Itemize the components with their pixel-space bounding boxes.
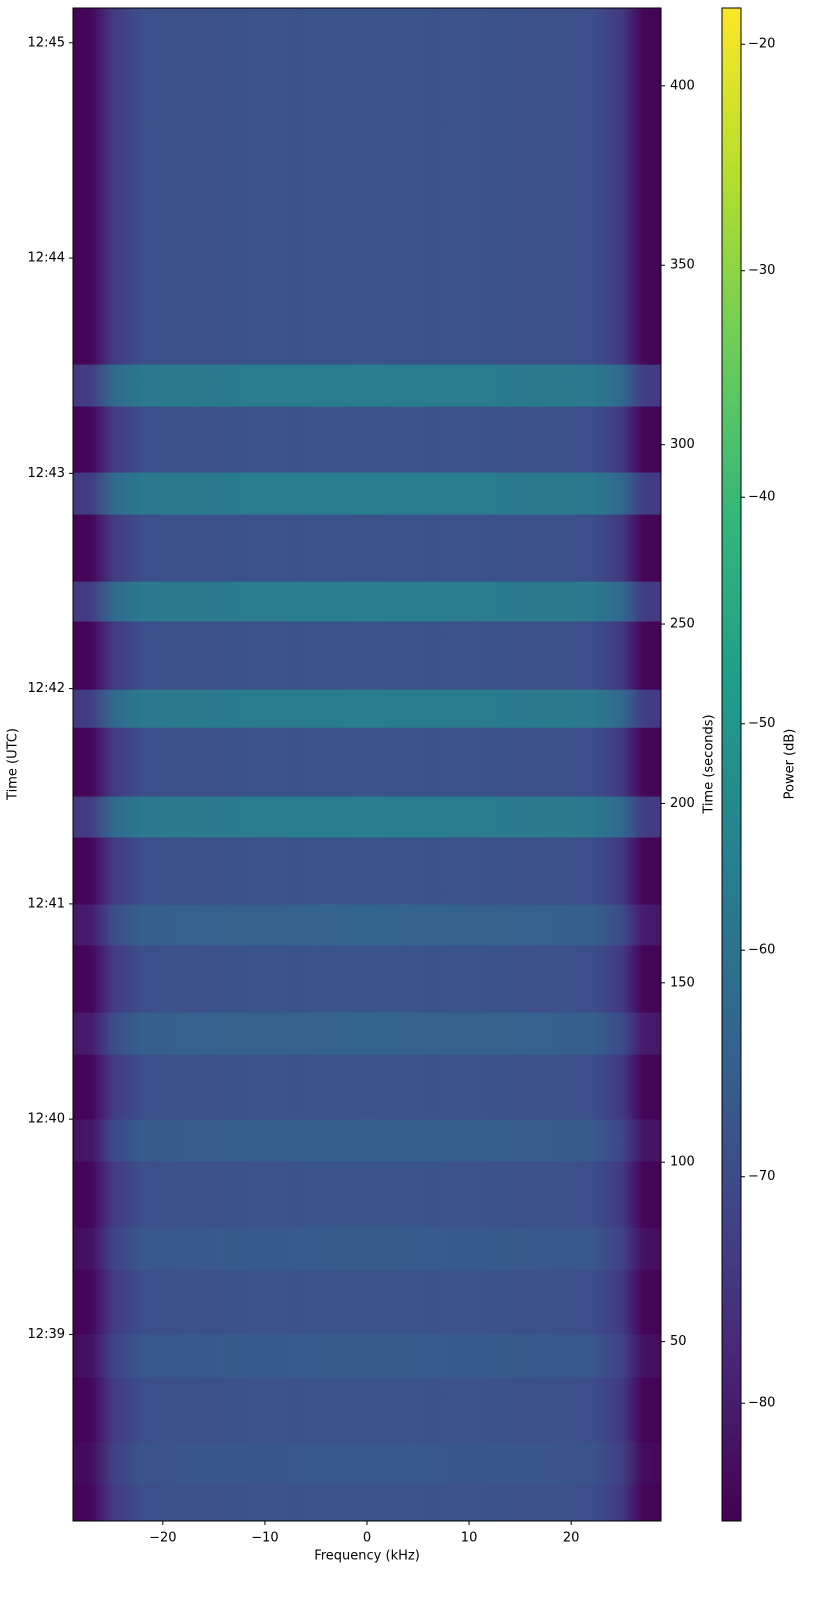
signal-band: [73, 364, 661, 407]
signal-band: [73, 472, 661, 515]
y2-tick-label: 250: [670, 617, 695, 632]
colorbar-tick-label: −40: [748, 490, 775, 505]
x-tick-label: 0: [363, 1531, 371, 1546]
y-tick-label: 12:43: [28, 466, 65, 481]
colorbar-tick-label: −30: [748, 263, 775, 278]
y-tick-label: 12:45: [28, 35, 65, 50]
signal-band: [73, 689, 661, 728]
y-tick-label: 12:41: [28, 896, 65, 911]
colorbar-tick-label: −50: [748, 716, 775, 731]
y-tick-label: 12:39: [28, 1327, 65, 1342]
colorbar-tick-label: −80: [748, 1396, 775, 1411]
signal-band: [73, 904, 661, 946]
y-tick-label: 12:42: [28, 681, 65, 696]
y2-tick-label: 50: [670, 1334, 687, 1349]
x-tick-label: 20: [563, 1531, 580, 1546]
signal-band: [73, 1334, 661, 1378]
signal-band: [73, 1119, 661, 1162]
y2-tick-label: 150: [670, 975, 695, 990]
signal-band: [73, 1442, 661, 1485]
y2-tick-label: 100: [670, 1155, 695, 1170]
y-tick-label: 12:40: [28, 1112, 65, 1127]
y2-axis-label: Time (seconds): [702, 714, 717, 814]
colorbar: [721, 7, 742, 1522]
signal-band: [73, 1012, 661, 1055]
y-axis-label: Time (UTC): [6, 728, 21, 801]
x-tick-label: −10: [251, 1531, 278, 1546]
colorbar-tick-label: −20: [748, 37, 775, 52]
x-tick-label: 10: [461, 1531, 478, 1546]
spectrogram-background: [73, 8, 661, 1521]
y2-tick-label: 200: [670, 796, 695, 811]
signal-band: [73, 1227, 661, 1270]
x-axis-label: Frequency (kHz): [314, 1549, 420, 1564]
colorbar-label: Power (dB): [783, 729, 798, 800]
y-tick-label: 12:44: [28, 251, 65, 266]
x-tick-label: −20: [149, 1531, 176, 1546]
y2-tick-label: 400: [670, 78, 695, 93]
colorbar-tick-label: −70: [748, 1169, 775, 1184]
signal-band: [73, 796, 661, 838]
signal-band: [73, 581, 661, 622]
y2-tick-label: 300: [670, 437, 695, 452]
y2-tick-label: 350: [670, 258, 695, 273]
colorbar-tick-label: −60: [748, 943, 775, 958]
